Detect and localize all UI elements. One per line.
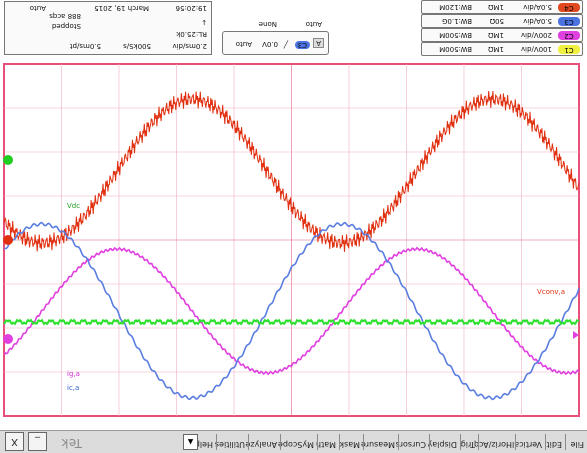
channel-1-scale: 100V/div	[520, 45, 552, 53]
timebase: 2.0ms/div	[172, 42, 208, 50]
close-button[interactable]: X	[5, 432, 24, 451]
channel-3-impedance: 50Ω	[489, 17, 504, 25]
sample-rate: 500kS/s	[123, 42, 151, 50]
record-length: RL:25.0k	[176, 30, 207, 38]
acq-status: Stopped	[51, 22, 81, 30]
waveform-trace-ch2	[4, 221, 580, 401]
ch4-marker-icon[interactable]	[3, 155, 13, 165]
label-ic: ic,a	[67, 384, 79, 392]
menu-scroll-button[interactable]: ▲	[183, 434, 198, 450]
channel-3-readout[interactable]: C3 5.0A/div 50Ω BW:1.0G	[421, 14, 583, 28]
menu-file[interactable]: File	[570, 440, 584, 449]
waveform-trace-red	[3, 90, 580, 252]
menu-edit[interactable]: Edit	[546, 440, 563, 449]
menu-divider	[317, 434, 318, 450]
trigger-marker-icon	[573, 331, 579, 339]
acq-count: 888 acqs	[49, 12, 81, 20]
menu-divider	[248, 434, 249, 450]
channel-1-readout[interactable]: C1 100V/div 1MΩ BW:500M	[421, 42, 583, 56]
menu-mask[interactable]: Mask	[339, 440, 360, 449]
status-panel: C1 100V/div 1MΩ BW:500M C2 200V/div 1MΩ …	[0, 0, 587, 58]
menu-measure[interactable]: Measure	[361, 440, 395, 449]
menu-analyze[interactable]: Analyze	[245, 440, 277, 449]
menu-vertical[interactable]: Vertical	[512, 440, 542, 449]
trigger-channel-badge: C3	[294, 41, 310, 49]
menu-divider	[565, 434, 566, 450]
menu-divider	[429, 434, 430, 450]
channel-4-scale: 5.0A/div	[523, 3, 552, 11]
acq-mode: Auto	[29, 4, 46, 12]
channel-4-readout[interactable]: C4 5.0A/div 1MΩ BW:120M	[421, 0, 583, 14]
menu-horiz-acq[interactable]: Horiz/Acq	[473, 440, 512, 449]
menu-divider	[398, 434, 399, 450]
channel-1-impedance: 1MΩ	[488, 45, 504, 53]
waveform-trace-ch4	[3, 318, 580, 326]
waveform-trace-ch3	[3, 246, 580, 376]
channel-markers	[3, 155, 579, 344]
channel-4-badge: C4	[558, 3, 580, 12]
label-ig: ig,a	[67, 370, 80, 378]
red-marker-icon[interactable]	[3, 235, 13, 245]
menu-utilities[interactable]: Utilities	[214, 440, 245, 449]
acquisition-readout[interactable]: 2.0ms/div 500kS/s 5.0ms/pt RL:25.0k ↓ St…	[4, 1, 212, 55]
waveform-display: Vconv,a Vdc ig,a ic,a	[0, 60, 587, 418]
minimize-button[interactable]: _	[28, 432, 47, 451]
menu-divider	[216, 434, 217, 450]
menu-display[interactable]: Display	[427, 440, 458, 449]
menu-bar: File Edit Vertical Horiz/Acq Trig Displa…	[0, 430, 587, 453]
channel-1-bandwidth: BW:500M	[439, 45, 472, 53]
resolution: 5.0ms/pt	[69, 42, 101, 50]
menu-divider	[363, 434, 364, 450]
menu-trig[interactable]: Trig	[460, 440, 475, 449]
trigger-readout[interactable]: A C3 ╱ 0.0V Auto	[222, 31, 329, 55]
channel-2-bandwidth: BW:500M	[439, 31, 472, 39]
menu-divider	[478, 434, 479, 450]
ch3-marker-icon[interactable]	[3, 334, 13, 344]
channel-2-scale: 200V/div	[520, 31, 552, 39]
menu-divider	[545, 434, 546, 450]
trigger-slope-icon: ╱	[283, 40, 288, 48]
acq-date: March 19, 2015	[94, 4, 149, 12]
menu-divider	[460, 434, 461, 450]
trigger-mode: None	[258, 20, 277, 28]
menu-divider	[339, 434, 340, 450]
acq-time: 19:20:56	[175, 4, 207, 12]
menu-cursors[interactable]: Cursors	[395, 440, 426, 449]
menu-math[interactable]: Math	[315, 440, 336, 449]
channel-4-impedance: 1MΩ	[488, 3, 504, 11]
trigger-level: 0.0V	[262, 40, 278, 48]
trigger-source: A	[313, 38, 324, 48]
channel-3-badge: C3	[558, 17, 580, 26]
menu-divider	[280, 434, 281, 450]
run-status-arrow-icon: ↓	[201, 18, 207, 26]
channel-3-scale: 5.0A/div	[523, 17, 552, 25]
label-vdc: Vdc	[67, 202, 80, 210]
label-vconv: Vconv,a	[537, 288, 565, 296]
menu-myscope[interactable]: MyScope	[277, 440, 314, 449]
tek-logo: Tek	[60, 436, 82, 450]
channel-1-badge: C1	[558, 45, 580, 54]
channel-2-readout[interactable]: C2 200V/div 1MΩ BW:500M	[421, 28, 583, 42]
waveform-graticule: Vconv,a Vdc ig,a ic,a	[3, 63, 580, 417]
trigger-auto: Auto	[235, 40, 252, 48]
trigger-auto-2: Auto	[305, 20, 322, 28]
menu-divider	[515, 434, 516, 450]
channel-4-bandwidth: BW:120M	[439, 3, 472, 11]
channel-2-badge: C2	[558, 31, 580, 40]
channel-3-bandwidth: BW:1.0G	[442, 17, 472, 25]
channel-2-impedance: 1MΩ	[488, 31, 504, 39]
